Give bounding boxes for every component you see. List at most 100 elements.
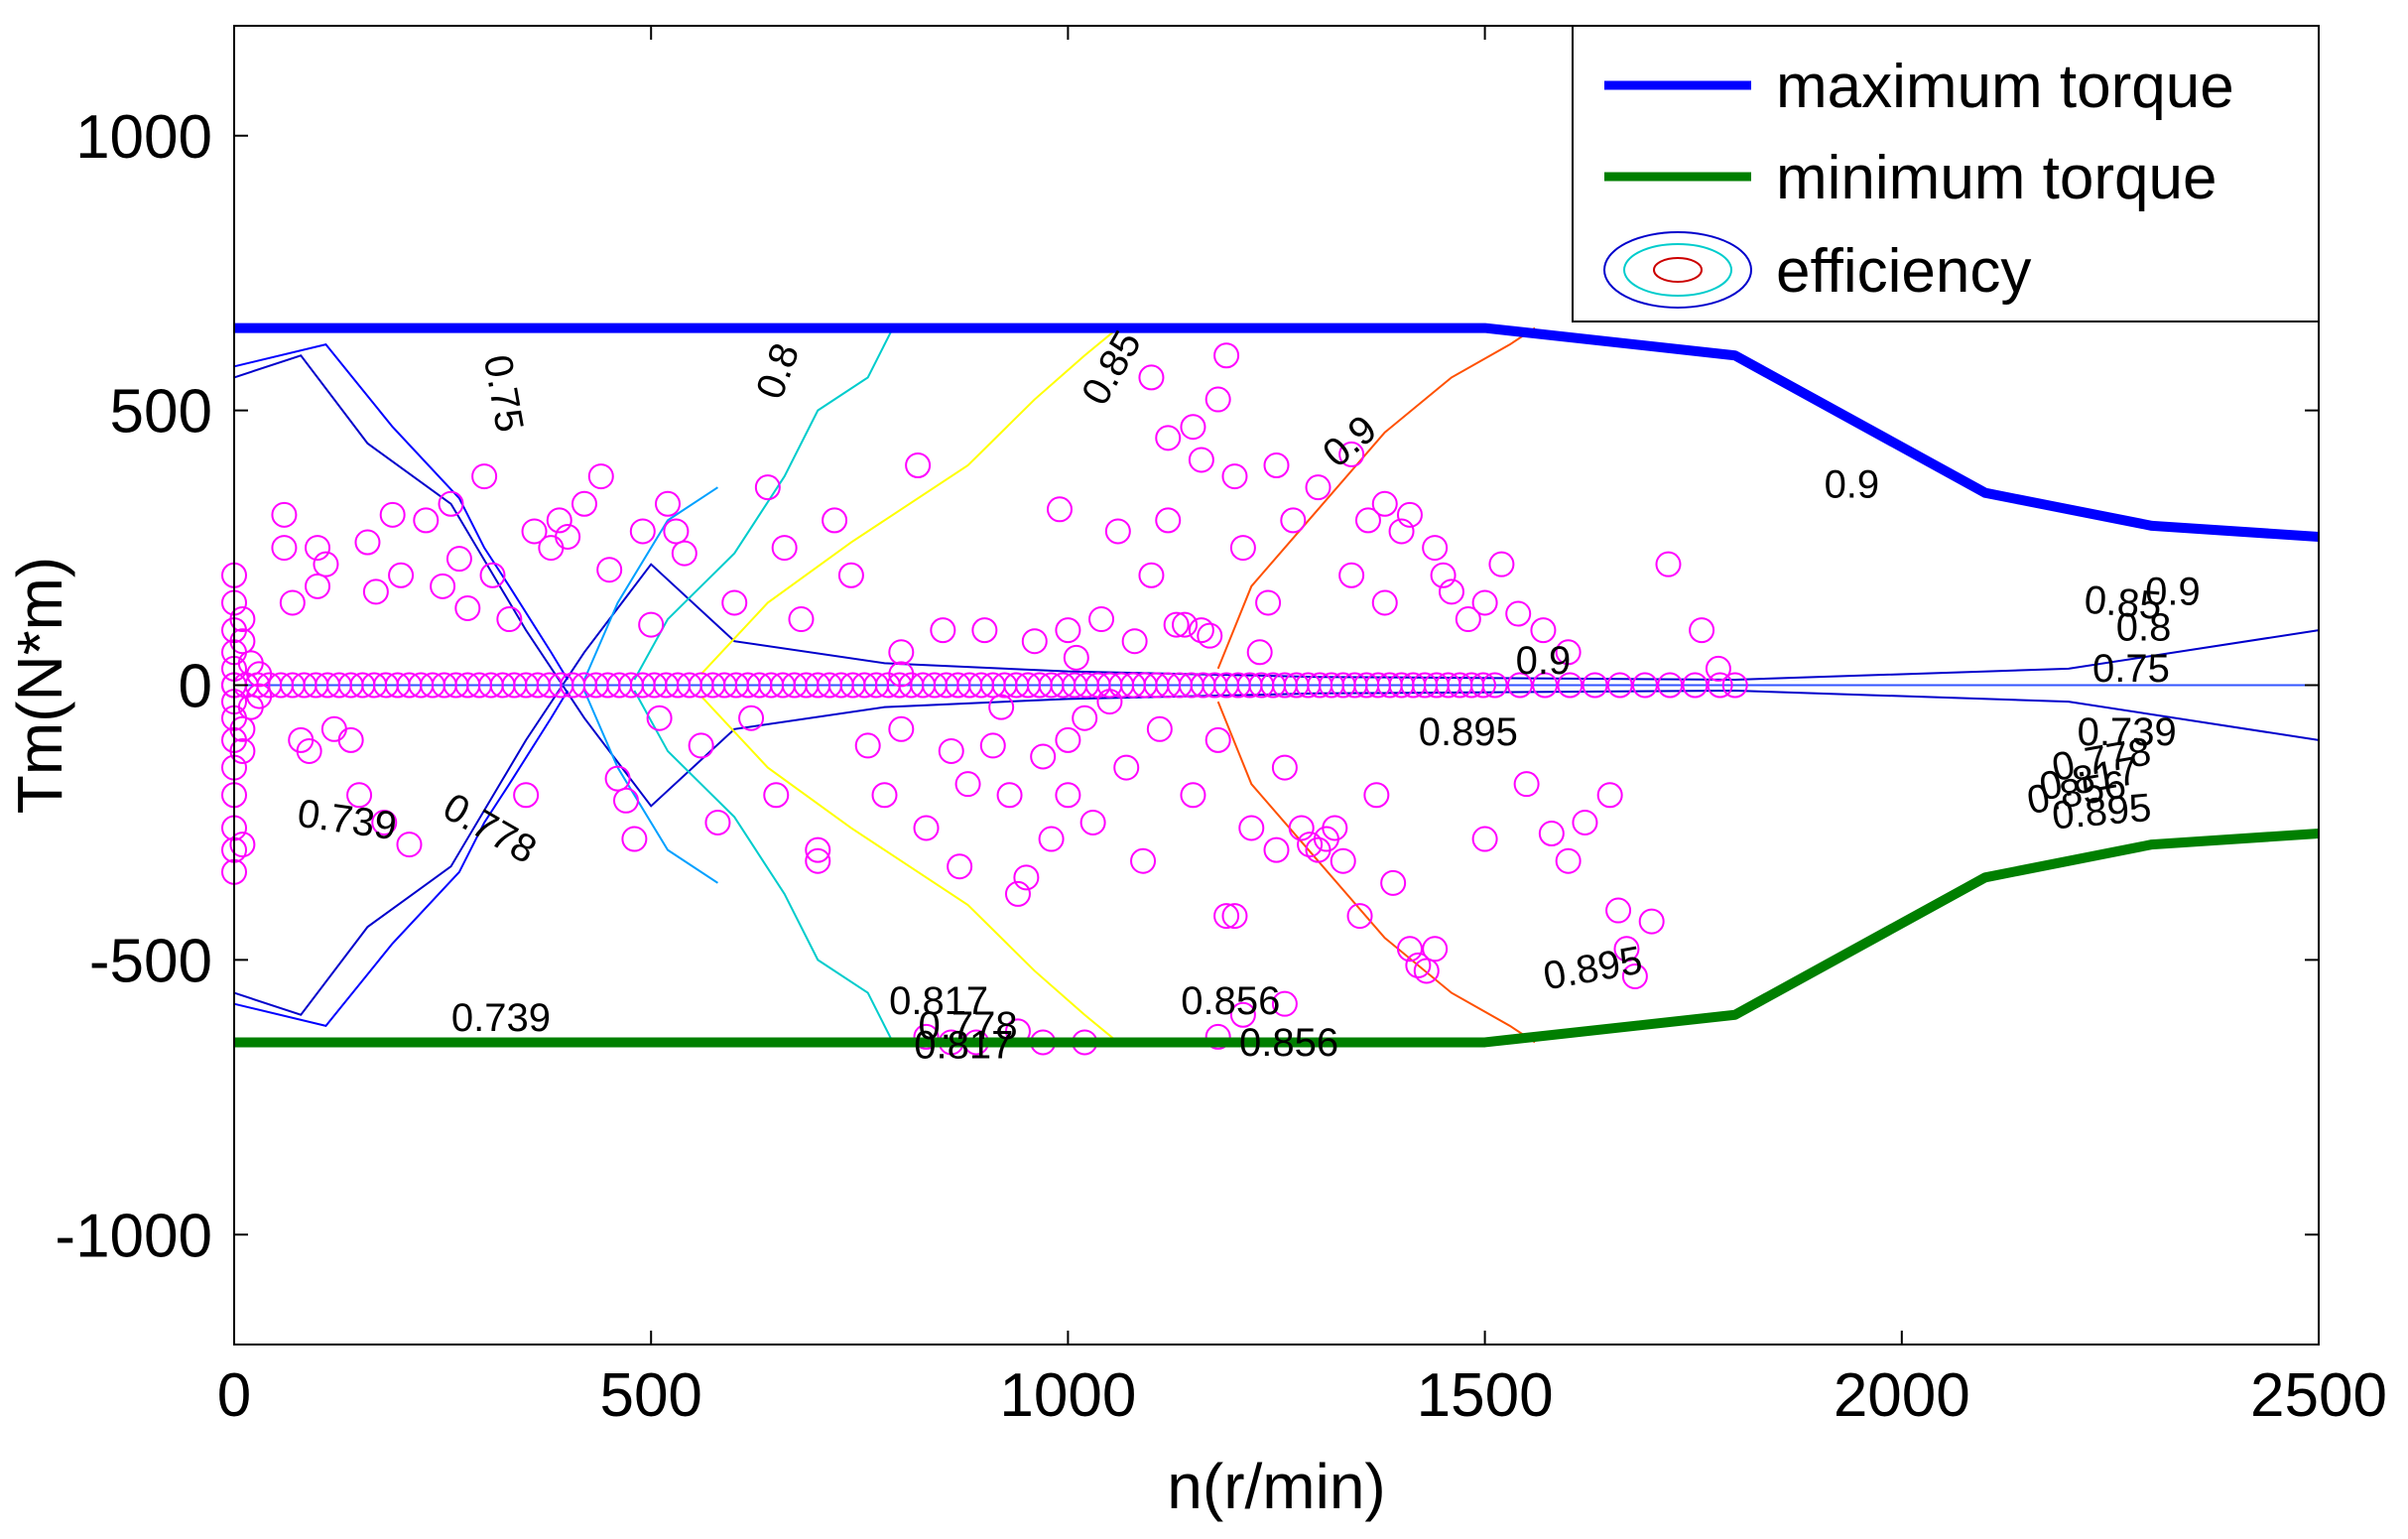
operating-point [671, 540, 697, 567]
operating-point [771, 535, 798, 562]
contour-0.75-upper [233, 343, 570, 681]
contour-label: 0.739 [2078, 710, 2177, 754]
efficiency-icon-ring [1653, 257, 1703, 283]
operating-point [1072, 705, 1098, 731]
contour-label: 0.9 [1825, 463, 1880, 507]
contour-0.739-upper [233, 354, 2320, 808]
contour-label: 0.778 [918, 1004, 1017, 1048]
operating-point [1138, 364, 1165, 391]
operating-point [1280, 507, 1307, 534]
operating-point [1180, 414, 1206, 441]
operating-point [1271, 990, 1298, 1017]
operating-point [1104, 518, 1131, 545]
x-tick-label: 2000 [1834, 1361, 1970, 1430]
contour-label: 0.895 [2051, 786, 2154, 838]
operating-point [938, 737, 964, 764]
contour-label: 0.75 [2092, 647, 2170, 691]
y-tick-label: 500 [110, 378, 212, 447]
operating-point [1380, 869, 1407, 896]
x-tick-label: 1500 [1417, 1361, 1554, 1430]
operating-point [1396, 936, 1423, 962]
operating-point [612, 787, 639, 814]
operating-point [1271, 754, 1298, 781]
operating-point [822, 507, 848, 534]
operating-point [271, 501, 298, 528]
contour-0.9-lower [1216, 701, 1536, 1044]
contour-label: 0.817 [914, 1024, 1013, 1068]
operating-point [1438, 578, 1464, 605]
operating-point [638, 611, 665, 638]
operating-point [1004, 880, 1031, 907]
operating-point [971, 617, 998, 644]
operating-point [229, 832, 256, 858]
operating-point [1338, 441, 1365, 467]
operating-point [379, 501, 406, 528]
contour-label: 0.9 [2145, 571, 2201, 614]
operating-point [388, 562, 415, 588]
operating-point [1130, 847, 1157, 874]
operating-point [229, 628, 256, 655]
operating-point [1204, 386, 1231, 413]
operating-point [570, 490, 597, 517]
operating-point [888, 639, 915, 666]
operating-point [413, 507, 440, 534]
operating-point [229, 715, 256, 742]
operating-point [854, 732, 881, 759]
operating-point [229, 737, 256, 764]
y-tick-label: 1000 [75, 103, 212, 172]
torque-series-layer [234, 322, 2320, 1048]
operating-point [913, 1023, 940, 1050]
operating-point-zero [1707, 672, 1733, 699]
operating-point [930, 617, 956, 644]
operating-point [1371, 490, 1398, 517]
operating-points-layer [221, 342, 1748, 1056]
operating-point [738, 705, 765, 731]
operating-point [1705, 655, 1731, 682]
operating-point [1371, 589, 1398, 616]
series-line-maximum-torque [234, 322, 2320, 542]
operating-point [496, 606, 523, 633]
operating-point [471, 463, 498, 490]
operating-point [546, 507, 572, 534]
operating-point [1322, 815, 1348, 841]
operating-point [1689, 617, 1715, 644]
operating-point [1488, 551, 1515, 577]
operating-point [805, 836, 831, 863]
operating-point [1505, 600, 1532, 627]
operating-point [1163, 611, 1190, 638]
operating-point [1572, 809, 1598, 835]
operating-point [430, 573, 456, 599]
x-tick-label: 500 [599, 1361, 701, 1430]
contour-0.778-lower [583, 690, 718, 884]
legend-label-minimum-torque: minimum torque [1776, 144, 2217, 212]
operating-point [555, 523, 581, 550]
efficiency-icon-ring [1623, 243, 1732, 297]
operating-point-zero [1606, 672, 1633, 699]
operating-point [1605, 897, 1632, 924]
operating-point [1121, 628, 1148, 655]
operating-point [1146, 715, 1173, 742]
operating-point [1413, 958, 1440, 984]
operating-point [445, 546, 472, 573]
contour-label: 0.739 [451, 996, 551, 1040]
operating-point [1555, 639, 1582, 666]
operating-point [1079, 809, 1106, 835]
operating-point [1263, 836, 1290, 863]
operating-point [988, 694, 1015, 720]
x-tick-label: 0 [217, 1361, 251, 1430]
operating-point-zero [1469, 672, 1496, 699]
operating-point [629, 518, 656, 545]
legend-label-maximum-torque: maximum torque [1776, 53, 2234, 121]
operating-point [1471, 826, 1498, 852]
contours-layer [233, 326, 2320, 1044]
operating-point [1721, 672, 1748, 699]
series-line-minimum-torque [234, 829, 2320, 1048]
operating-point [1138, 562, 1165, 588]
operating-point [1213, 903, 1240, 930]
operating-point [1046, 496, 1073, 523]
y-tick-label: 0 [179, 653, 212, 721]
contour-label: 0.895 [1419, 710, 1518, 754]
operating-point [1021, 628, 1048, 655]
